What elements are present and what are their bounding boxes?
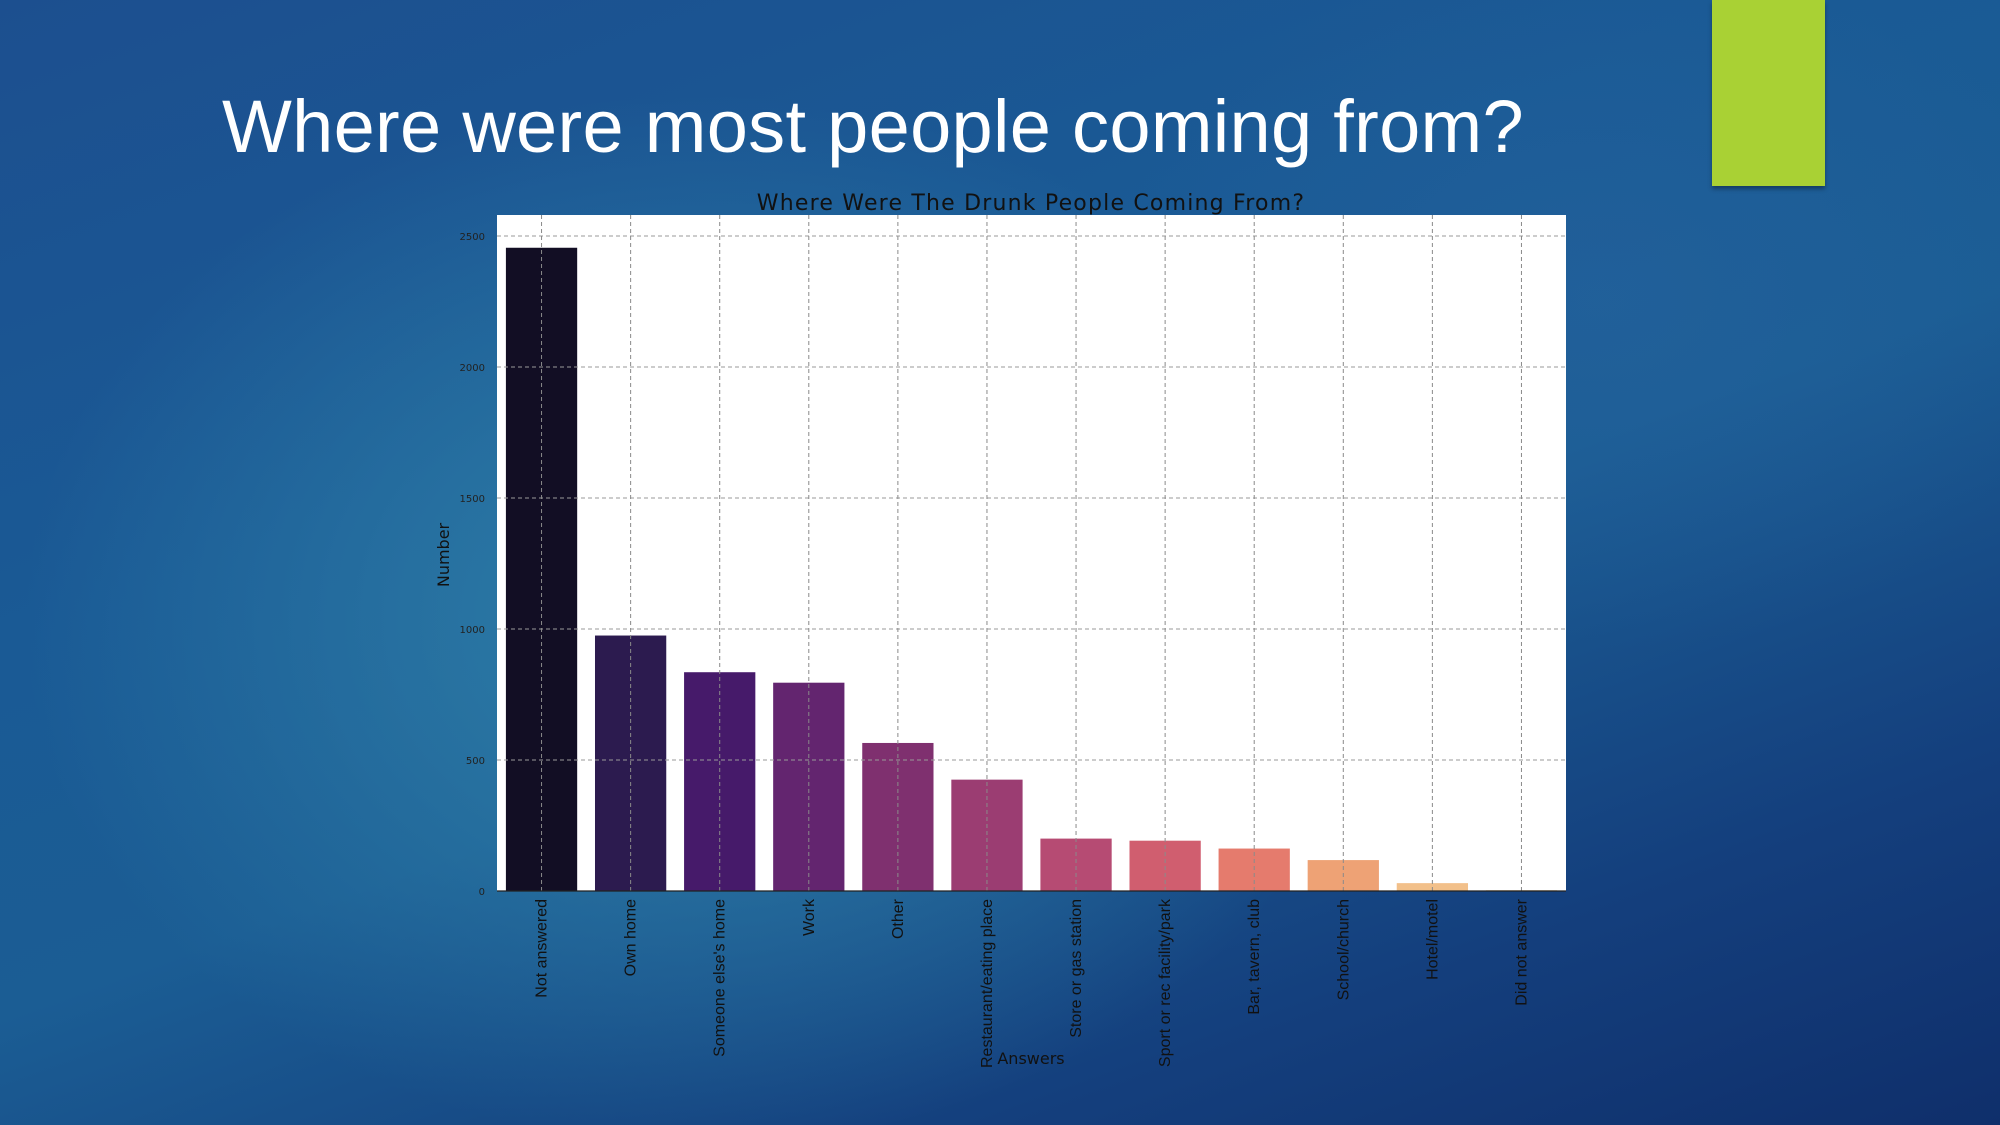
y-tick-label: 1000 (460, 625, 485, 636)
x-tick-label: Work (801, 898, 818, 936)
x-tick-label: Store or gas station (1068, 899, 1085, 1038)
x-tick-label: Hotel/motel (1424, 899, 1441, 980)
chart-title: Where Were The Drunk People Coming From? (757, 191, 1305, 216)
x-tick-label: School/church (1335, 899, 1352, 1000)
x-tick-label: Bar, tavern, club (1246, 899, 1263, 1015)
y-tick-label: 2000 (460, 363, 485, 374)
slide-title: Where were most people coming from? (222, 85, 1524, 168)
plot-background (497, 215, 1566, 891)
y-tick-label: 0 (479, 887, 485, 898)
x-tick-label: Not answered (534, 899, 551, 998)
y-tick-label: 1500 (460, 494, 485, 505)
ticks-layer: 0 500 1000 1500 2000 2500 Not answered Own home… (460, 232, 1531, 1068)
x-axis-label: Answers (997, 1049, 1064, 1068)
x-tick-label: Did not answer (1513, 898, 1530, 1005)
y-axis-label: Number (434, 522, 453, 587)
x-tick-label: Someone else's home (712, 899, 729, 1057)
grid-layer (497, 215, 1566, 892)
x-tick-label: Own home (623, 899, 640, 976)
accent-bar (1712, 0, 1825, 186)
x-tick-label: Sport or rec facility/park (1157, 898, 1174, 1067)
bar (773, 682, 845, 891)
x-tick-label: Restaurant/eating place (979, 899, 996, 1068)
y-tick-label: 500 (466, 756, 485, 767)
y-tick-label: 2500 (460, 232, 485, 243)
x-tick-label: Other (890, 898, 907, 939)
